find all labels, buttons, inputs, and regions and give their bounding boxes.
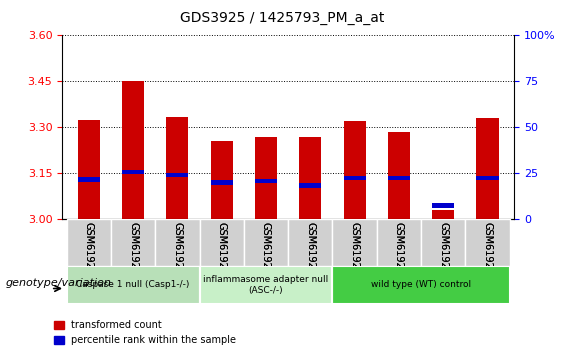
- Bar: [77, 177, 100, 182]
- Bar: [432, 203, 454, 208]
- Text: GSM619228: GSM619228: [172, 222, 182, 281]
- Bar: [255, 137, 277, 219]
- Text: GSM619230: GSM619230: [394, 222, 404, 281]
- Text: GSM619234: GSM619234: [261, 222, 271, 281]
- Bar: [344, 176, 366, 181]
- Text: GSM619226: GSM619226: [84, 222, 94, 281]
- Text: inflammasome adapter null
(ASC-/-): inflammasome adapter null (ASC-/-): [203, 275, 329, 295]
- Text: GSM619231: GSM619231: [438, 222, 448, 281]
- Bar: [166, 117, 189, 219]
- Bar: [211, 141, 233, 219]
- Text: GSM619235: GSM619235: [305, 222, 315, 281]
- FancyBboxPatch shape: [332, 219, 377, 266]
- Legend: transformed count, percentile rank within the sample: transformed count, percentile rank withi…: [50, 316, 240, 349]
- Text: GSM619228: GSM619228: [172, 222, 182, 281]
- FancyBboxPatch shape: [288, 219, 332, 266]
- Bar: [388, 132, 410, 219]
- Text: GSM619229: GSM619229: [350, 222, 359, 281]
- Text: GSM619227: GSM619227: [128, 222, 138, 281]
- Text: GSM619231: GSM619231: [438, 222, 448, 281]
- Bar: [476, 176, 499, 181]
- Bar: [166, 173, 189, 177]
- Text: GSM619229: GSM619229: [350, 222, 359, 281]
- FancyBboxPatch shape: [67, 266, 199, 304]
- FancyBboxPatch shape: [377, 219, 421, 266]
- Bar: [255, 179, 277, 183]
- Text: GSM619233: GSM619233: [217, 222, 227, 281]
- Text: GSM619227: GSM619227: [128, 222, 138, 281]
- FancyBboxPatch shape: [421, 219, 466, 266]
- Text: GSM619233: GSM619233: [217, 222, 227, 281]
- Bar: [299, 137, 321, 219]
- Bar: [122, 81, 144, 219]
- FancyBboxPatch shape: [466, 219, 510, 266]
- FancyBboxPatch shape: [111, 219, 155, 266]
- Bar: [476, 118, 499, 219]
- Text: GSM619230: GSM619230: [394, 222, 404, 281]
- Bar: [122, 170, 144, 174]
- FancyBboxPatch shape: [67, 219, 111, 266]
- FancyBboxPatch shape: [332, 266, 510, 304]
- FancyBboxPatch shape: [199, 266, 332, 304]
- Text: GSM619232: GSM619232: [483, 222, 493, 281]
- Bar: [344, 121, 366, 219]
- Bar: [77, 120, 100, 219]
- Bar: [388, 176, 410, 181]
- Bar: [211, 181, 233, 185]
- Text: Caspase 1 null (Casp1-/-): Caspase 1 null (Casp1-/-): [76, 280, 190, 290]
- Text: GSM619232: GSM619232: [483, 222, 493, 281]
- FancyBboxPatch shape: [199, 219, 244, 266]
- Text: GSM619226: GSM619226: [84, 222, 94, 281]
- Text: genotype/variation: genotype/variation: [6, 278, 111, 288]
- FancyBboxPatch shape: [155, 219, 199, 266]
- FancyBboxPatch shape: [244, 219, 288, 266]
- Bar: [299, 183, 321, 188]
- Text: GSM619234: GSM619234: [261, 222, 271, 281]
- Text: wild type (WT) control: wild type (WT) control: [371, 280, 471, 290]
- Text: GDS3925 / 1425793_PM_a_at: GDS3925 / 1425793_PM_a_at: [180, 11, 385, 25]
- Text: GSM619235: GSM619235: [305, 222, 315, 281]
- Bar: [432, 210, 454, 219]
